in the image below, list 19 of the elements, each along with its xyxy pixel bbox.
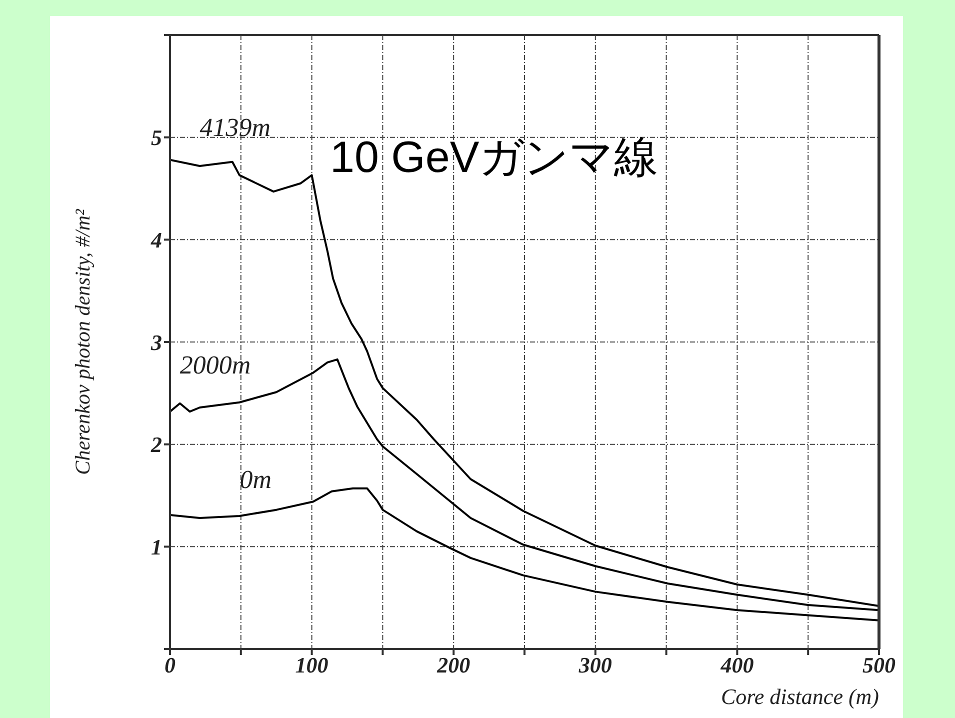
y-axis-title: Cherenkov photon density, #/m² (70, 208, 94, 475)
line-series (170, 487, 879, 622)
x-tick-label: 0 (164, 652, 176, 678)
x-axis-title: Core distance (m) (720, 684, 879, 709)
x-tick-label: 500 (862, 652, 896, 678)
series-label: 0m (240, 465, 272, 494)
y-tick-label: 4 (150, 227, 162, 252)
x-tick-label: 300 (578, 652, 612, 678)
y-tick-label: 1 (151, 534, 162, 560)
x-tick-label: 100 (295, 652, 328, 678)
y-tick-label: 5 (151, 125, 162, 150)
line-series (170, 358, 879, 612)
text: 10 GeVガンマ線 (330, 132, 658, 184)
series-label: 4139m (200, 112, 271, 142)
x-tick-label: 200 (436, 652, 470, 678)
series-label: 2000m (180, 350, 251, 380)
y-tick-label: 2 (150, 432, 162, 458)
y-tick-label: 3 (150, 330, 162, 355)
x-tick-label: 400 (720, 652, 754, 678)
